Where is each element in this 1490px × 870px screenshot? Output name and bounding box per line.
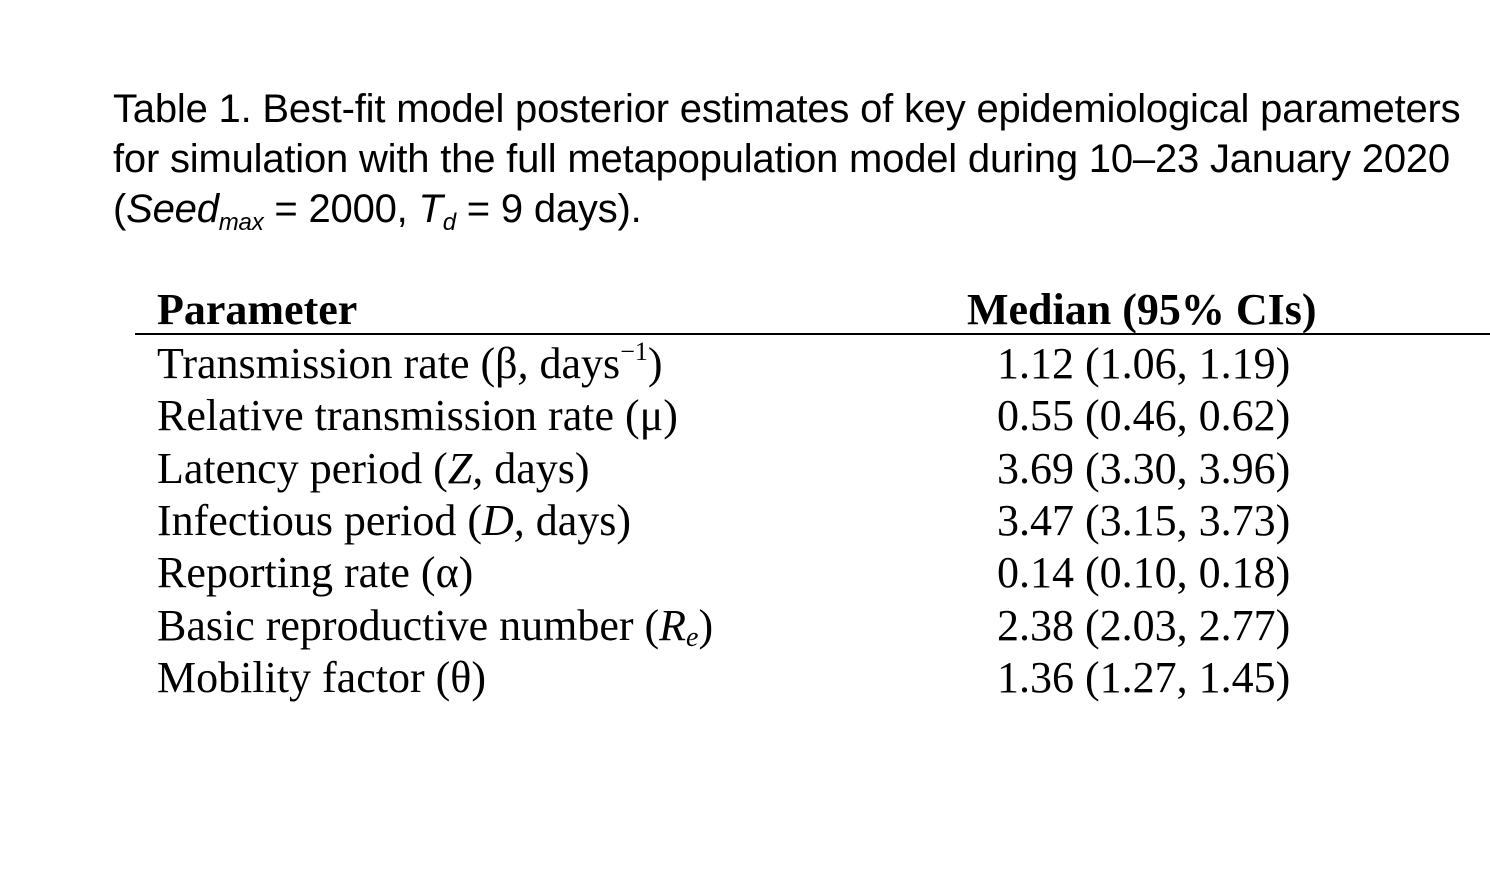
median-cell: 1.12 (1.06, 1.19) bbox=[997, 339, 1291, 388]
param-symbol: D, bbox=[482, 495, 525, 545]
param-text: Latency period ( bbox=[157, 443, 448, 493]
param-close: ) bbox=[647, 339, 663, 388]
table-row: Reporting rate (α) 0.14 (0.10, 0.18) bbox=[0, 547, 1490, 599]
median-cell: 2.38 (2.03, 2.77) bbox=[997, 600, 1291, 650]
table-row: Relative transmission rate (μ) 0.55 (0.46… bbox=[0, 390, 1490, 442]
param-subscript: e bbox=[686, 621, 699, 653]
parameter-cell: Latency period (Z, days) bbox=[157, 443, 590, 495]
param-symbol: Z, bbox=[447, 443, 484, 493]
table-row: Infectious period (D, days) 3.47 (3.15, 3… bbox=[0, 495, 1490, 547]
median-cell: 0.55 (0.46, 0.62) bbox=[997, 391, 1291, 441]
parameter-cell: Relative transmission rate (μ) bbox=[157, 390, 678, 442]
header-median: Median (95% CIs) bbox=[967, 285, 1317, 334]
param-text: Transmission rate (β bbox=[157, 339, 518, 388]
parameter-cell: Transmission rate (β, days−1) bbox=[157, 338, 663, 390]
param-text: Mobility factor (θ) bbox=[157, 652, 486, 702]
seed-symbol: Seed bbox=[126, 187, 219, 231]
param-text: Relative transmission rate (μ) bbox=[157, 391, 678, 441]
param-unit: days) bbox=[524, 495, 632, 545]
caption-text: Table 1. Best-fit model posterior estima… bbox=[113, 87, 1461, 231]
table-row: Mobility factor (θ) 1.36 (1.27, 1.45) bbox=[0, 652, 1490, 704]
table-caption: Table 1. Best-fit model posterior estima… bbox=[113, 84, 1473, 236]
table-row: Transmission rate (β, days−1) 1.12 (1.06,… bbox=[0, 338, 1490, 390]
param-symbol: R bbox=[659, 600, 687, 650]
seed-value: = 2000, bbox=[263, 187, 419, 231]
seed-subscript: max bbox=[218, 209, 264, 236]
param-unit: days) bbox=[483, 443, 590, 493]
median-cell: 1.36 (1.27, 1.45) bbox=[997, 652, 1291, 702]
parameter-cell: Reporting rate (α) bbox=[157, 547, 473, 599]
header-parameter: Parameter bbox=[157, 285, 358, 334]
td-symbol: T bbox=[418, 187, 443, 231]
param-symbol: , bbox=[517, 339, 529, 388]
param-superscript: −1 bbox=[620, 337, 648, 366]
median-cell: 0.14 (0.10, 0.18) bbox=[997, 548, 1291, 598]
parameter-cell: Basic reproductive number (Re) bbox=[157, 600, 713, 652]
param-text: Reporting rate (α) bbox=[157, 548, 474, 598]
median-cell: 3.69 (3.30, 3.96) bbox=[997, 443, 1291, 493]
param-unit: days bbox=[528, 339, 621, 388]
header-rule bbox=[135, 333, 1490, 335]
parameter-cell: Infectious period (D, days) bbox=[157, 495, 631, 547]
parameter-cell: Mobility factor (θ) bbox=[157, 652, 486, 704]
param-text: Infectious period ( bbox=[157, 495, 482, 545]
median-cell: 3.47 (3.15, 3.73) bbox=[997, 495, 1291, 545]
table-row: Basic reproductive number (Re) 2.38 (2.03… bbox=[0, 600, 1490, 652]
table-row: Latency period (Z, days) 3.69 (3.30, 3.96… bbox=[0, 443, 1490, 495]
param-text: Basic reproductive number ( bbox=[157, 600, 660, 650]
td-subscript: d bbox=[442, 209, 456, 236]
td-value: = 9 days). bbox=[455, 187, 642, 231]
param-close: ) bbox=[698, 600, 714, 650]
